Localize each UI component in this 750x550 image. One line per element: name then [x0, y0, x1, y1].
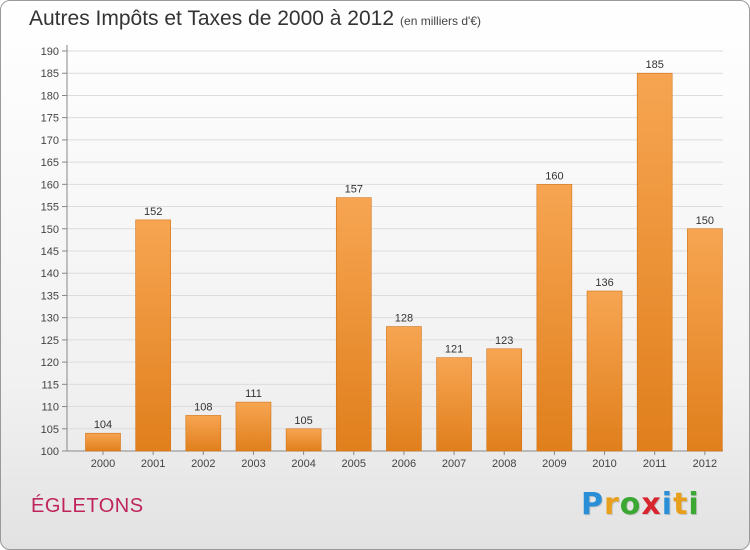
bar	[636, 72, 673, 452]
data-label: 150	[696, 215, 714, 227]
logo-letter: t	[673, 487, 689, 522]
y-tick-label: 140	[41, 268, 59, 280]
x-tick-label: 2012	[693, 458, 717, 470]
y-tick-label: 165	[41, 157, 59, 169]
logo-letter: o	[619, 487, 642, 522]
bars	[85, 72, 723, 452]
y-tick-label: 150	[41, 224, 59, 236]
data-label: 152	[144, 206, 162, 218]
x-tick-label: 2010	[592, 458, 616, 470]
logo-letter: r	[604, 487, 620, 522]
y-tick-label: 180	[41, 90, 59, 102]
bar	[386, 326, 422, 452]
data-label: 160	[545, 170, 563, 182]
bar	[486, 348, 523, 452]
logo-letter: x	[641, 487, 662, 522]
data-label: 108	[194, 401, 212, 413]
x-tick-label: 2006	[392, 458, 416, 470]
y-tick-label: 135	[41, 290, 59, 302]
x-tick-label: 2001	[141, 458, 165, 470]
data-label: 185	[646, 59, 664, 71]
y-tick-label: 160	[41, 179, 59, 191]
data-label: 121	[445, 344, 463, 356]
x-tick-label: 2011	[643, 458, 667, 470]
labels: 100 105 110 115 120 125 130 135 140 145 150 155 160 1…	[41, 46, 717, 470]
x-tick-label: 2003	[241, 458, 265, 470]
y-tick-label: 110	[41, 402, 59, 414]
bar	[85, 432, 121, 452]
chart-subtitle: (en milliers d'€)	[400, 14, 482, 28]
y-tick-label: 185	[41, 68, 59, 80]
y-tick-label: 100	[41, 446, 59, 458]
bar	[135, 219, 171, 452]
y-tick-label: 145	[41, 246, 59, 258]
y-tick-label: 190	[41, 46, 59, 58]
data-label: 136	[595, 277, 613, 289]
x-tick-label: 2000	[91, 458, 115, 470]
proxiti-logo[interactable]: Proxiti	[581, 487, 700, 522]
chart-title-text: Autres Impôts et Taxes de 2000 à 2012	[29, 7, 395, 30]
y-tick-label: 105	[41, 424, 59, 436]
bar	[235, 401, 272, 452]
y-tick-label: 115	[41, 379, 59, 391]
bar	[536, 184, 573, 452]
logo-letter: i	[661, 487, 674, 522]
data-label: 157	[345, 184, 363, 196]
data-label: 104	[94, 419, 112, 431]
chart-title: Autres Impôts et Taxes de 2000 à 2012 (en…	[29, 7, 481, 31]
y-tick-label: 125	[41, 335, 59, 347]
y-tick-label: 155	[41, 202, 59, 214]
x-tick-label: 2008	[492, 458, 516, 470]
logo-letter: i	[688, 487, 700, 522]
x-tick-label: 2005	[342, 458, 366, 470]
bar	[285, 428, 322, 452]
logo-letter: P	[581, 487, 604, 522]
data-label: 105	[294, 415, 312, 427]
y-tick-label: 175	[41, 113, 59, 125]
x-tick-label: 2002	[191, 458, 215, 470]
y-tick-label: 170	[41, 135, 59, 147]
x-tick-label: 2004	[291, 458, 315, 470]
data-label: 111	[245, 388, 262, 400]
bar	[185, 415, 222, 452]
y-tick-label: 120	[41, 357, 59, 369]
x-tick-label: 2009	[542, 458, 566, 470]
bar	[335, 197, 372, 452]
y-tick-label: 130	[41, 313, 59, 325]
bar	[436, 357, 472, 452]
city-name: ÉGLETONS	[31, 495, 144, 517]
x-tick-label: 2007	[442, 458, 466, 470]
data-label: 123	[495, 335, 513, 347]
data-label: 128	[395, 313, 413, 325]
bar	[586, 290, 623, 452]
bar	[687, 228, 723, 452]
